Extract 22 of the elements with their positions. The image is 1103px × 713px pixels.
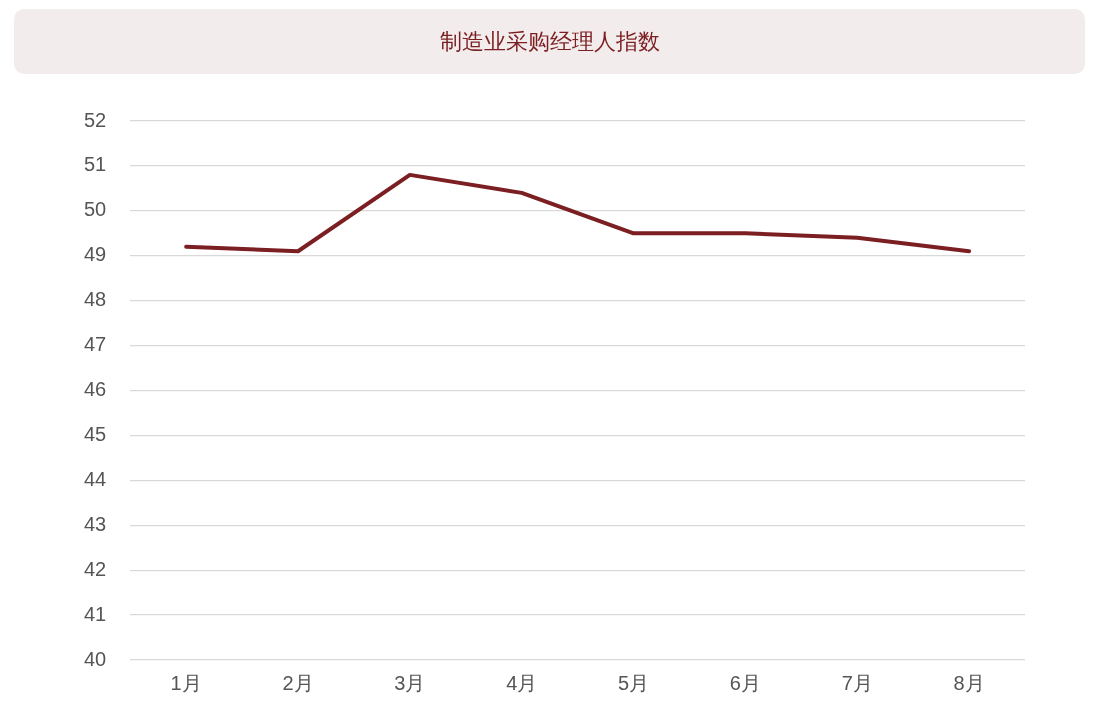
y-tick-label: 43 — [84, 512, 107, 535]
x-tick-label: 8月 — [953, 671, 985, 694]
x-tick-label: 5月 — [617, 671, 650, 694]
x-tick-label: 1月 — [170, 671, 202, 694]
y-tick-label: 46 — [84, 378, 107, 401]
y-tick-label: 45 — [84, 422, 107, 445]
y-tick-label: 50 — [84, 198, 107, 221]
x-tick-label: 3月 — [394, 671, 426, 694]
x-tick-label: 7月 — [841, 671, 873, 694]
y-tick-label: 40 — [84, 647, 107, 670]
x-tick-label: 6月 — [729, 671, 761, 694]
x-tick-label: 2月 — [282, 671, 314, 694]
y-tick-label: 41 — [84, 602, 107, 625]
y-tick-label: 52 — [84, 108, 107, 131]
y-tick-label: 49 — [84, 243, 107, 266]
y-tick-label: 44 — [84, 467, 107, 490]
y-tick-label: 51 — [84, 153, 107, 176]
y-tick-label: 48 — [84, 288, 107, 311]
x-tick-label: 4月 — [506, 671, 538, 694]
chart-title: 制造业采购经理人指数 — [14, 9, 1085, 74]
y-tick-label: 47 — [84, 333, 107, 356]
y-tick-label: 42 — [84, 557, 107, 580]
